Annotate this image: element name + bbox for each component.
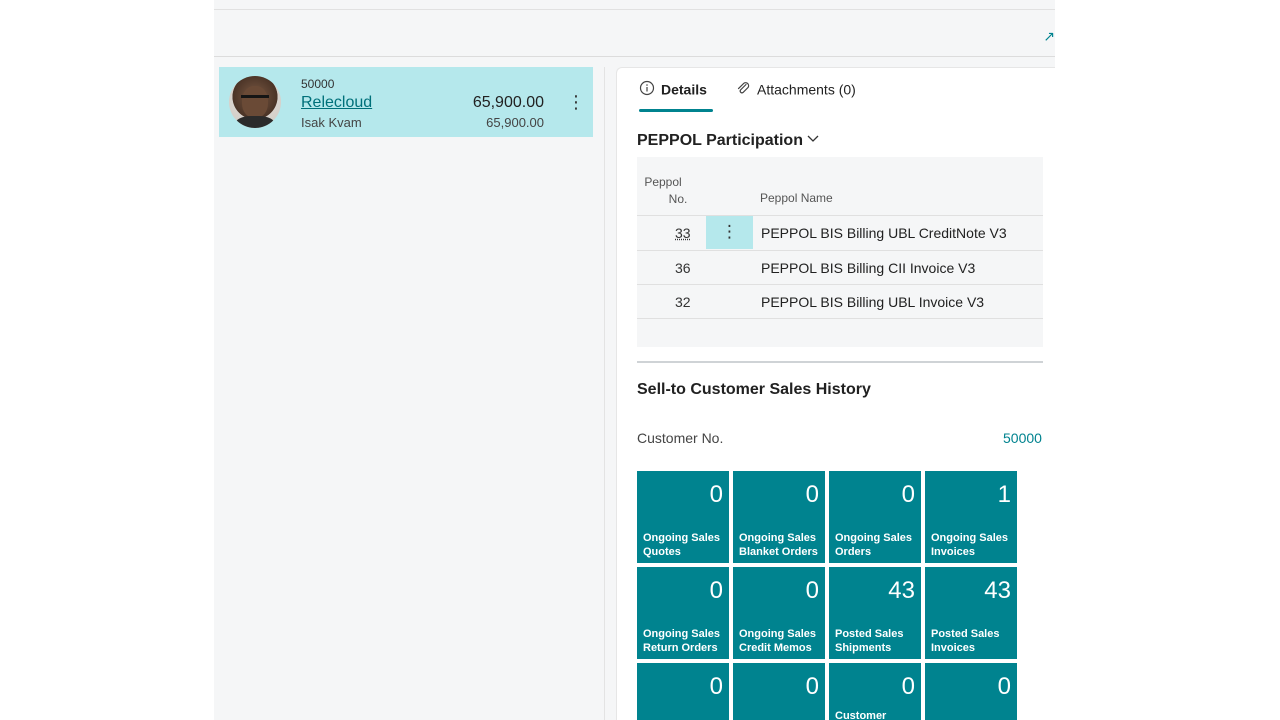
tile-caption: Ongoing Sales Blanket Orders xyxy=(739,532,818,558)
tile-ongoing-sales-blanket-orders[interactable]: 0 Ongoing Sales Blanket Orders xyxy=(733,471,825,563)
info-icon xyxy=(639,80,655,99)
tile-value: 0 xyxy=(901,481,915,508)
expand-icon[interactable]: ↗ xyxy=(1043,28,1055,44)
column-header-peppol-name[interactable]: Peppol Name xyxy=(760,191,833,205)
tile-ongoing-sales-credit-memos[interactable]: 0 Ongoing Sales Credit Memos xyxy=(733,567,825,659)
app-window: ↗ 50000 Relecloud Isak Kvam 65,900.00 65… xyxy=(214,0,1055,720)
tab-details[interactable]: Details xyxy=(639,80,713,112)
table-row[interactable]: 36 PEPPOL BIS Billing CII Invoice V3 xyxy=(637,250,1043,285)
peppol-no-cell[interactable]: 33 xyxy=(675,225,691,241)
tile-caption: Ongoing Sales Return Orders xyxy=(643,628,721,654)
tile-customer[interactable]: 0 Customer xyxy=(829,663,921,720)
peppol-name-cell: PEPPOL BIS Billing UBL Invoice V3 xyxy=(761,294,985,310)
tile-caption: Ongoing Sales Orders xyxy=(835,532,913,558)
factbox-pane: Details Attachments (0) PEPPOL Participa… xyxy=(616,67,1055,720)
tile-sales-history-10[interactable]: 0 xyxy=(733,663,825,720)
tile-value: 0 xyxy=(901,673,915,700)
section-divider xyxy=(637,361,1043,363)
more-options-icon[interactable]: ⋮ xyxy=(567,92,585,112)
tile-value: 1 xyxy=(997,481,1011,508)
peppol-no-cell[interactable]: 32 xyxy=(675,294,691,310)
table-bottom-border xyxy=(637,318,1043,319)
tile-value: 0 xyxy=(805,481,819,508)
tile-sales-history-12[interactable]: 0 xyxy=(925,663,1017,720)
tile-ongoing-sales-invoices[interactable]: 1 Ongoing Sales Invoices xyxy=(925,471,1017,563)
tile-value: 0 xyxy=(709,673,723,700)
chevron-down-icon xyxy=(807,130,819,148)
avatar xyxy=(229,76,281,128)
customer-amount: 65,900.00 xyxy=(472,94,544,111)
peppol-section-header[interactable]: PEPPOL Participation xyxy=(637,130,819,150)
tile-caption: Posted Sales Invoices xyxy=(931,628,1000,654)
tile-caption: Ongoing Sales Credit Memos xyxy=(739,628,817,654)
customer-amount-secondary: 65,900.00 xyxy=(486,115,544,130)
tab-attachments[interactable]: Attachments (0) xyxy=(735,80,856,110)
customer-no-label: Customer No. xyxy=(637,430,724,446)
tab-details-label: Details xyxy=(661,81,707,98)
tile-ongoing-sales-orders[interactable]: 0 Ongoing Sales Orders xyxy=(829,471,921,563)
tile-value: 43 xyxy=(984,577,1011,604)
customer-card[interactable]: 50000 Relecloud Isak Kvam 65,900.00 65,9… xyxy=(219,67,593,137)
tile-caption: Customer xyxy=(835,710,887,720)
tile-ongoing-sales-return-orders[interactable]: 0 Ongoing Sales Return Orders xyxy=(637,567,729,659)
paperclip-icon xyxy=(735,80,751,99)
tile-posted-sales-shipments[interactable]: 43 Posted Sales Shipments xyxy=(829,567,921,659)
peppol-no-cell[interactable]: 36 xyxy=(675,260,691,276)
peppol-name-cell: PEPPOL BIS Billing UBL CreditNote V3 xyxy=(761,225,1007,241)
column-header-no-line1: Peppol xyxy=(644,175,682,189)
top-bar: ↗ xyxy=(214,9,1055,57)
active-tab-indicator xyxy=(639,109,713,112)
table-row[interactable]: 32 PEPPOL BIS Billing UBL Invoice V3 xyxy=(637,284,1043,319)
row-menu-icon[interactable]: ⋮ xyxy=(706,216,753,249)
peppol-name-cell: PEPPOL BIS Billing CII Invoice V3 xyxy=(761,260,976,276)
sales-history-title: Sell-to Customer Sales History xyxy=(637,381,871,398)
customer-no-value[interactable]: 50000 xyxy=(1003,430,1042,446)
tile-sales-history-9[interactable]: 0 xyxy=(637,663,729,720)
column-header-peppol-no[interactable]: Peppol No. xyxy=(637,174,689,208)
tile-caption: Ongoing Sales Invoices xyxy=(931,532,1009,558)
tile-value: 0 xyxy=(805,577,819,604)
tile-caption: Ongoing Sales Quotes xyxy=(643,532,721,558)
peppol-title: PEPPOL Participation xyxy=(637,132,803,149)
tile-value: 0 xyxy=(805,673,819,700)
tile-value: 43 xyxy=(888,577,915,604)
tile-value: 0 xyxy=(997,673,1011,700)
customer-number: 50000 xyxy=(301,77,335,91)
tile-value: 0 xyxy=(709,481,723,508)
tile-value: 0 xyxy=(709,577,723,604)
column-header-no-line2: No. xyxy=(668,192,688,206)
tile-ongoing-sales-quotes[interactable]: 0 Ongoing Sales Quotes xyxy=(637,471,729,563)
pane-divider[interactable] xyxy=(604,67,605,720)
tile-caption: Posted Sales Shipments xyxy=(835,628,904,654)
tab-attachments-label: Attachments (0) xyxy=(757,81,856,98)
customer-name-link[interactable]: Relecloud xyxy=(301,94,373,111)
peppol-table: Peppol No. Peppol Name 33 ⋮ PEPPOL BIS B… xyxy=(637,157,1043,347)
customer-contact: Isak Kvam xyxy=(301,115,362,130)
tile-posted-sales-invoices[interactable]: 43 Posted Sales Invoices xyxy=(925,567,1017,659)
table-row[interactable]: 33 ⋮ PEPPOL BIS Billing UBL CreditNote V… xyxy=(637,215,1043,250)
